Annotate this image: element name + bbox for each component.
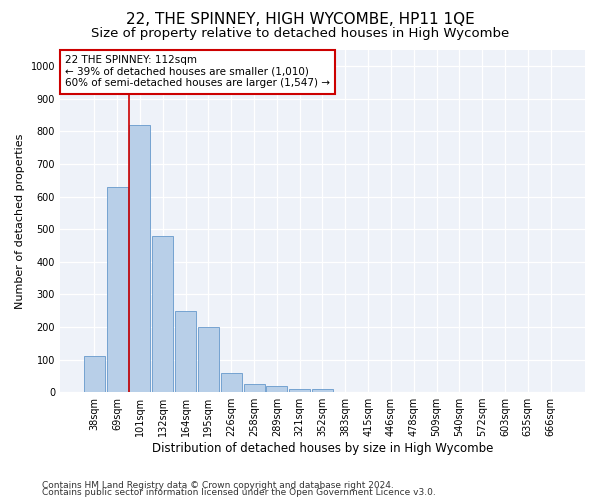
Text: Size of property relative to detached houses in High Wycombe: Size of property relative to detached ho… [91, 28, 509, 40]
Text: Contains HM Land Registry data © Crown copyright and database right 2024.: Contains HM Land Registry data © Crown c… [42, 480, 394, 490]
Bar [152, 236, 173, 392]
Y-axis label: Number of detached properties: Number of detached properties [15, 134, 25, 308]
Text: Contains public sector information licensed under the Open Government Licence v3: Contains public sector information licen… [42, 488, 436, 497]
Bar [84, 356, 105, 392]
Bar [198, 327, 219, 392]
Bar [221, 372, 242, 392]
Bar [266, 386, 287, 392]
Text: 22, THE SPINNEY, HIGH WYCOMBE, HP11 1QE: 22, THE SPINNEY, HIGH WYCOMBE, HP11 1QE [125, 12, 475, 28]
Bar [107, 187, 128, 392]
Bar [175, 310, 196, 392]
Bar [312, 389, 333, 392]
X-axis label: Distribution of detached houses by size in High Wycombe: Distribution of detached houses by size … [152, 442, 493, 455]
Bar [130, 125, 151, 392]
Text: 22 THE SPINNEY: 112sqm
← 39% of detached houses are smaller (1,010)
60% of semi-: 22 THE SPINNEY: 112sqm ← 39% of detached… [65, 55, 330, 88]
Bar [244, 384, 265, 392]
Bar [289, 389, 310, 392]
